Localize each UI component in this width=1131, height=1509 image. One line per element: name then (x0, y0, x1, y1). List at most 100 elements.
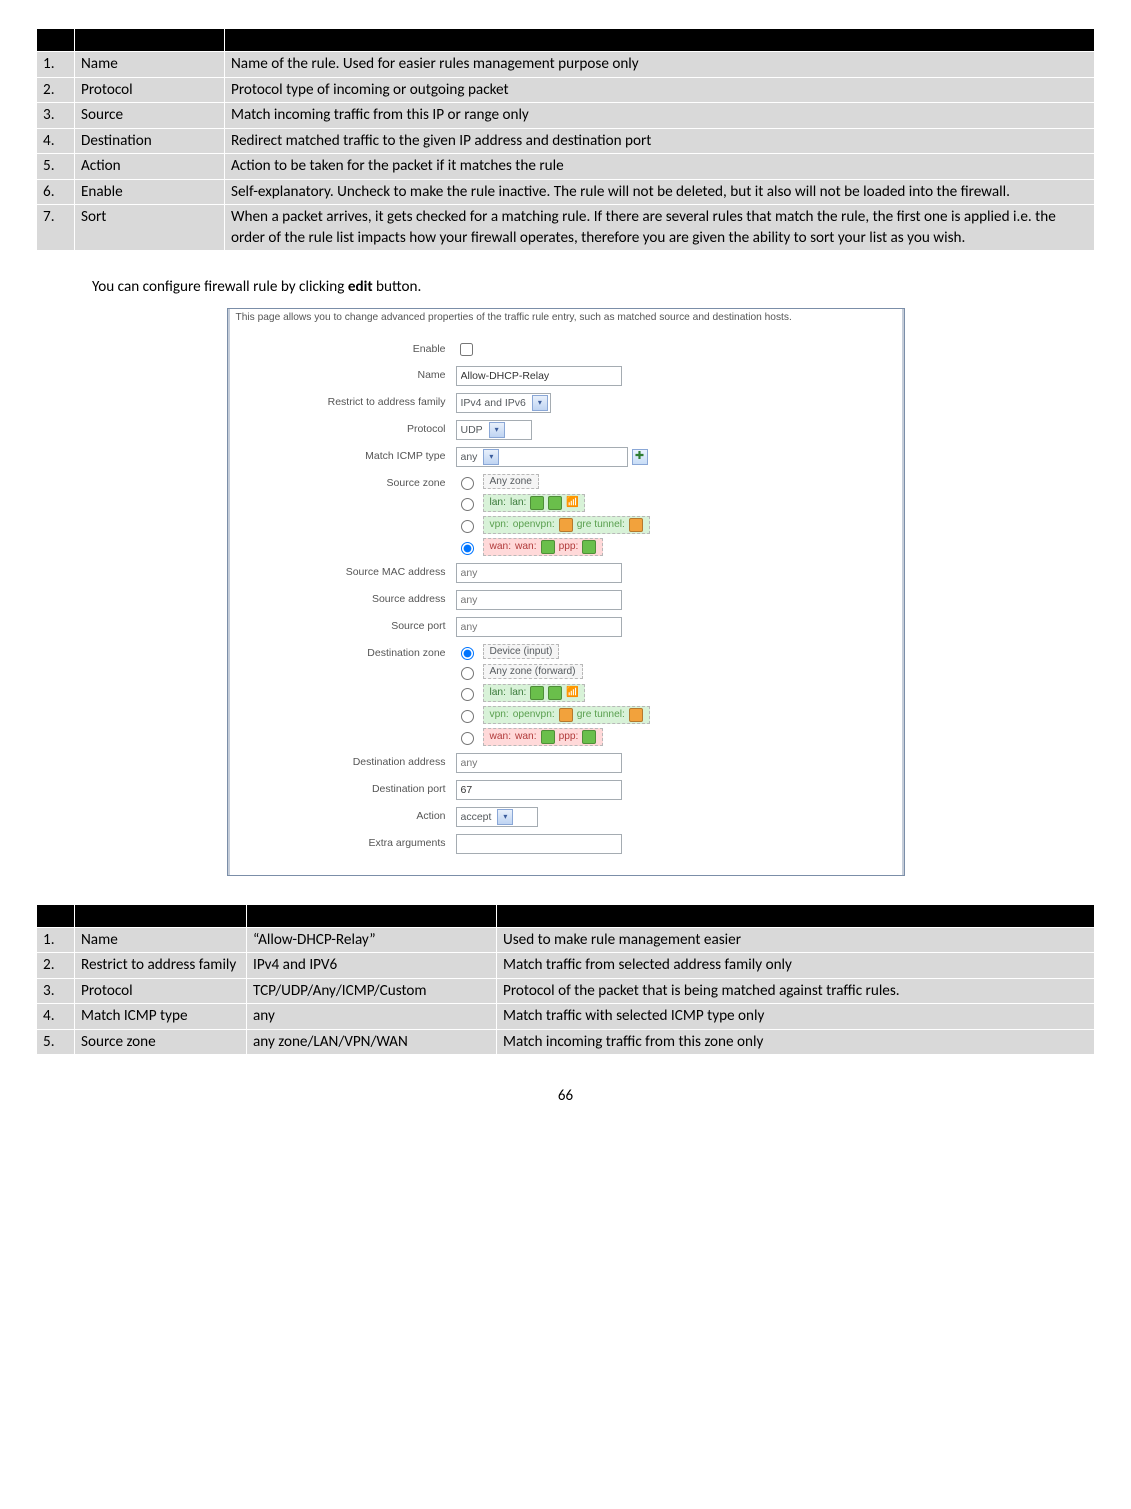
zone-wan-ppp: ppp: (559, 541, 579, 552)
src-mac-label: Source MAC address (228, 563, 456, 578)
dst-zone-lan-radio[interactable] (461, 688, 474, 701)
dst-zone-label: Destination zone (228, 644, 456, 659)
zone-wan-chip: wan: wan: ppp: (483, 728, 604, 746)
zone-wan-chip: wan: wan: ppp: (483, 538, 604, 556)
cell-name: Name (75, 927, 247, 953)
src-port-label: Source port (228, 617, 456, 632)
zone-vpn-chip: vpn: openvpn: gre tunnel: (483, 516, 650, 534)
enable-label: Enable (228, 340, 456, 355)
extra-label: Extra arguments (228, 834, 456, 849)
name-input[interactable] (456, 366, 622, 386)
table-row: 2. Restrict to address family IPv4 and I… (37, 953, 1095, 979)
nic-icon (541, 730, 555, 744)
t1-h-desc (225, 29, 1095, 52)
table-row: 4. Match ICMP type any Match traffic wit… (37, 1004, 1095, 1030)
src-port-input[interactable] (456, 617, 622, 637)
dst-addr-input[interactable] (456, 753, 622, 773)
cell-desc: Protocol of the packet that is being mat… (497, 978, 1095, 1004)
family-value: IPv4 and IPv6 (461, 397, 526, 409)
cell-num: 3. (37, 103, 75, 129)
cell-name: Enable (75, 179, 225, 205)
cell-val: “Allow-DHCP-Relay” (247, 927, 497, 953)
nic-icon (582, 730, 596, 744)
nic-icon (530, 686, 544, 700)
extra-args-input[interactable] (456, 834, 622, 854)
tunnel-icon (629, 708, 643, 722)
nic-icon (548, 686, 562, 700)
zone-vpn-prefix: vpn: (490, 519, 509, 530)
nic-icon (548, 496, 562, 510)
t2-h-val (247, 904, 497, 927)
dst-zone-vpn-radio[interactable] (461, 710, 474, 723)
cell-num: 5. (37, 154, 75, 180)
src-zone-any-radio[interactable] (461, 477, 474, 490)
chevron-down-icon: ▾ (497, 809, 513, 825)
table-row: 1. Name Name of the rule. Used for easie… (37, 52, 1095, 78)
zone-wan-wan: wan: (515, 731, 537, 742)
zone-lan-label: lan: (510, 687, 526, 698)
zone-vpn-chip: vpn: openvpn: gre tunnel: (483, 706, 650, 724)
dst-addr-label: Destination address (228, 753, 456, 768)
cell-num: 1. (37, 927, 75, 953)
src-zone-lan-radio[interactable] (461, 498, 474, 511)
src-zone-wan-radio[interactable] (461, 542, 474, 555)
para-tail: button. (373, 278, 422, 296)
cell-num: 4. (37, 128, 75, 154)
cell-name: Name (75, 52, 225, 78)
zone-wan-ppp: ppp: (559, 731, 579, 742)
nic-icon (582, 540, 596, 554)
src-zone-vpn-radio[interactable] (461, 520, 474, 533)
zone-lan-label: lan: (510, 497, 526, 508)
zone-wan-prefix: wan: (490, 541, 512, 552)
family-label: Restrict to address family (228, 393, 456, 408)
cell-num: 2. (37, 77, 75, 103)
tunnel-icon (629, 518, 643, 532)
protocol-label: Protocol (228, 420, 456, 435)
cell-name: Match ICMP type (75, 1004, 247, 1030)
dst-zone-wan-radio[interactable] (461, 732, 474, 745)
cell-desc: Self-explanatory. Uncheck to make the ru… (225, 179, 1095, 205)
cell-name: Source zone (75, 1029, 247, 1055)
zone-vpn-openvpn: openvpn: (513, 519, 555, 530)
dst-zone-device-radio[interactable] (461, 647, 474, 660)
zone-wan-wan: wan: (515, 541, 537, 552)
fields-table-1: 1. Name Name of the rule. Used for easie… (36, 28, 1095, 251)
icmp-label: Match ICMP type (228, 447, 456, 462)
cell-desc: Match traffic from selected address fami… (497, 953, 1095, 979)
zone-anyfwd-chip: Any zone (forward) (483, 664, 583, 679)
enable-checkbox[interactable] (460, 343, 473, 356)
table-row: 6. Enable Self-explanatory. Uncheck to m… (37, 179, 1095, 205)
t2-h-num (37, 904, 75, 927)
cell-num: 6. (37, 179, 75, 205)
dst-zone-anyfwd-radio[interactable] (461, 667, 474, 680)
zone-device-chip: Device (input) (483, 644, 560, 659)
family-select[interactable]: IPv4 and IPv6 ▾ (456, 393, 551, 413)
cell-name: Restrict to address family (75, 953, 247, 979)
zone-vpn-prefix: vpn: (490, 709, 509, 720)
cell-val: any zone/LAN/VPN/WAN (247, 1029, 497, 1055)
src-zone-label: Source zone (228, 474, 456, 489)
protocol-select[interactable]: UDP ▾ (456, 420, 532, 440)
table-row: 3. Protocol TCP/UDP/Any/ICMP/Custom Prot… (37, 978, 1095, 1004)
cell-num: 5. (37, 1029, 75, 1055)
zone-vpn-openvpn: openvpn: (513, 709, 555, 720)
table-row: 3. Source Match incoming traffic from th… (37, 103, 1095, 129)
cell-num: 1. (37, 52, 75, 78)
nic-icon (530, 496, 544, 510)
add-icmp-button[interactable]: ✚ (632, 449, 648, 465)
icmp-value: any (461, 451, 478, 463)
cell-desc: Used to make rule management easier (497, 927, 1095, 953)
t2-h-name (75, 904, 247, 927)
icmp-select[interactable]: any ▾ (456, 447, 628, 467)
cell-name: Destination (75, 128, 225, 154)
cell-num: 7. (37, 205, 75, 251)
t1-h-name (75, 29, 225, 52)
para-lead: You can configure firewall rule by click… (92, 278, 348, 296)
src-mac-input[interactable] (456, 563, 622, 583)
src-addr-label: Source address (228, 590, 456, 605)
dst-port-input[interactable] (456, 780, 622, 800)
page-number: 66 (36, 1087, 1095, 1105)
cell-desc: Redirect matched traffic to the given IP… (225, 128, 1095, 154)
action-select[interactable]: accept ▾ (456, 807, 538, 827)
src-addr-input[interactable] (456, 590, 622, 610)
